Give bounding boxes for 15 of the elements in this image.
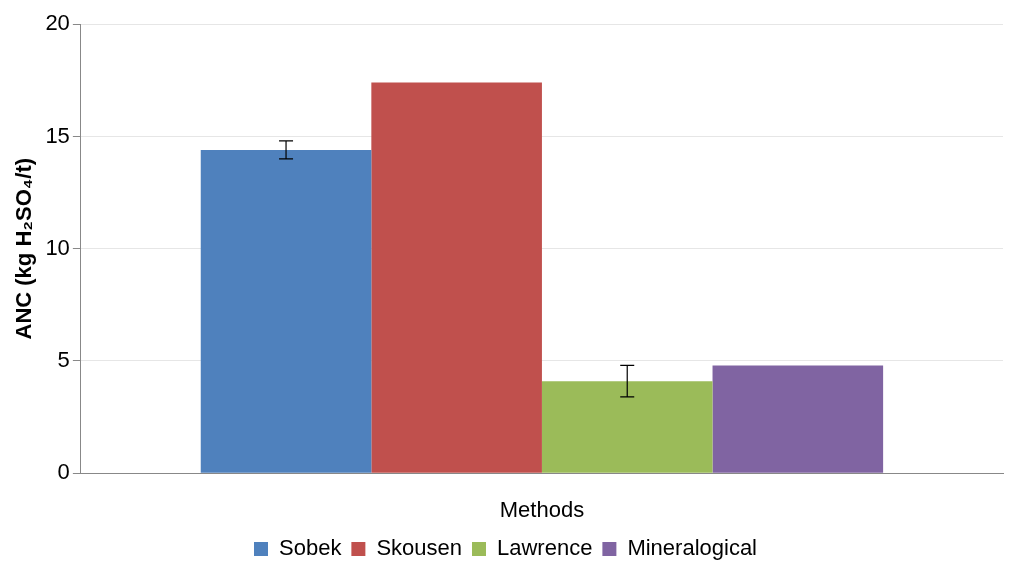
- y-tick-label: 15: [45, 122, 70, 148]
- bar: [712, 365, 884, 473]
- legend-label: Mineralogical: [627, 535, 758, 561]
- bar: [200, 149, 372, 473]
- y-tick-label: 5: [57, 347, 70, 373]
- y-tick-label: 0: [57, 459, 70, 485]
- legend-label: Skousen: [376, 535, 462, 561]
- bar: [541, 381, 713, 473]
- bar: [371, 82, 542, 473]
- y-tick-label: 10: [45, 234, 70, 260]
- y-tick-label: 20: [45, 10, 70, 36]
- x-axis-title: Methods: [499, 496, 585, 522]
- y-axis-title: ANC (kg H₂SO₄/t): [11, 157, 37, 340]
- legend-label: Lawrence: [496, 535, 593, 561]
- legend-label: Sobek: [279, 535, 343, 561]
